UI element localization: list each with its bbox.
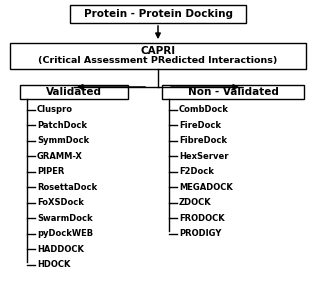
Text: ZDOCK: ZDOCK <box>179 198 212 207</box>
Text: PatchDock: PatchDock <box>37 121 87 130</box>
Text: FRODOCK: FRODOCK <box>179 214 225 223</box>
Text: SymmDock: SymmDock <box>37 136 89 145</box>
Text: GRAMM-X: GRAMM-X <box>37 152 83 161</box>
Text: F2Dock: F2Dock <box>179 167 214 176</box>
Bar <box>10 43 306 69</box>
Text: SwarmDock: SwarmDock <box>37 214 93 223</box>
Text: PIPER: PIPER <box>37 167 64 176</box>
Text: pyDockWEB: pyDockWEB <box>37 229 93 238</box>
Text: (Critical Assessment PRedicted Interactions): (Critical Assessment PRedicted Interacti… <box>38 57 278 65</box>
Text: RosettaDock: RosettaDock <box>37 183 97 192</box>
Bar <box>162 85 304 99</box>
Text: Validated: Validated <box>46 87 102 97</box>
Bar <box>20 85 128 99</box>
Text: FoXSDock: FoXSDock <box>37 198 84 207</box>
Text: HADDOCK: HADDOCK <box>37 245 84 254</box>
Text: MEGADOCK: MEGADOCK <box>179 183 233 192</box>
Text: CAPRI: CAPRI <box>140 46 176 56</box>
Text: FireDock: FireDock <box>179 121 221 130</box>
Bar <box>70 5 246 23</box>
Text: HDOCK: HDOCK <box>37 260 70 269</box>
Text: HexServer: HexServer <box>179 152 228 161</box>
Text: FibreDock: FibreDock <box>179 136 227 145</box>
Text: Protein - Protein Docking: Protein - Protein Docking <box>83 9 233 19</box>
Text: PRODIGY: PRODIGY <box>179 229 222 238</box>
Text: CombDock: CombDock <box>179 105 229 114</box>
Text: Non - Validated: Non - Validated <box>188 87 278 97</box>
Text: Cluspro: Cluspro <box>37 105 73 114</box>
